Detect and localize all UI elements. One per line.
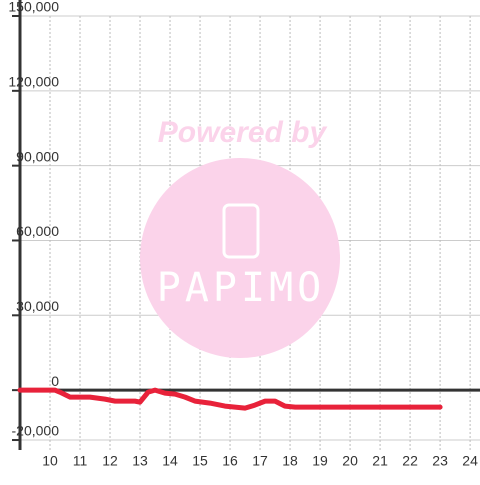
x-tick-label: 10: [42, 453, 58, 469]
x-tick-label: 16: [222, 453, 238, 469]
y-tick-label: 150,000: [8, 0, 59, 15]
x-tick-label: 24: [462, 453, 478, 469]
x-tick-label: 23: [432, 453, 448, 469]
y-tick-label: 0: [51, 373, 59, 389]
x-tick-label: 18: [282, 453, 298, 469]
x-tick-label: 14: [162, 453, 178, 469]
y-tick-label: 120,000: [8, 74, 59, 90]
x-tick-label: 17: [252, 453, 268, 469]
x-tick-label: 19: [312, 453, 328, 469]
x-tick-label: 20: [342, 453, 358, 469]
series-line: [17, 387, 443, 411]
y-tick-label: 60,000: [16, 223, 59, 239]
y-tick-label: 30,000: [16, 298, 59, 314]
x-tick-label: 22: [402, 453, 418, 469]
x-tick-label: 21: [372, 453, 388, 469]
y-tick-label: -20,000: [12, 423, 60, 439]
x-tick-label: 15: [192, 453, 208, 469]
x-tick-label: 11: [73, 453, 88, 469]
x-tick-label: 13: [132, 453, 148, 469]
y-tick-label: 90,000: [16, 148, 59, 164]
watermark-top: Powered by: [158, 116, 328, 149]
watermark-icon: [222, 203, 260, 259]
watermark-brand: PAPIMO: [157, 265, 326, 311]
x-tick-label: 12: [102, 453, 118, 469]
